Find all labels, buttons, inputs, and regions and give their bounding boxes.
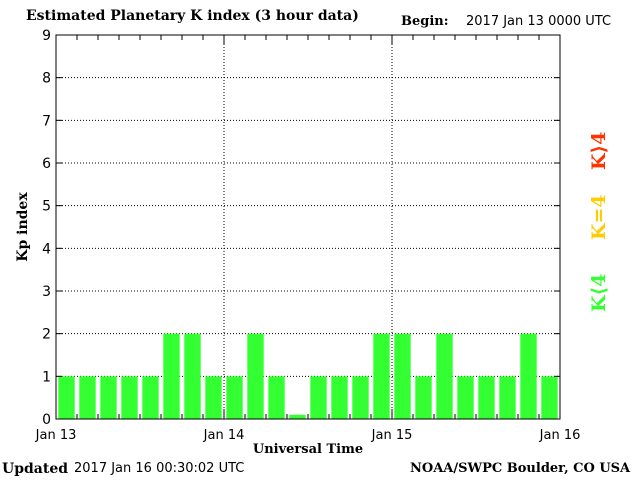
y-tick-label: 3 (42, 284, 51, 300)
kp-bar (436, 333, 453, 419)
y-tick-label: 7 (42, 113, 51, 129)
kp-bar (499, 376, 516, 419)
kp-bar (352, 376, 369, 419)
kp-bar (415, 376, 432, 419)
footer-updated-label: Updated (2, 461, 69, 477)
y-tick-label: 0 (42, 412, 51, 428)
y-tick-label: 8 (42, 71, 51, 87)
x-axis-label: Universal Time (253, 442, 363, 457)
kp-bar (79, 376, 96, 419)
x-tick-label: Jan 16 (539, 428, 581, 443)
kp-bar (268, 376, 285, 419)
kp-bar (541, 376, 558, 419)
kp-bar (373, 333, 390, 419)
kp-bar (520, 333, 537, 419)
y-tick-label: 4 (42, 241, 51, 257)
x-tick-label: Jan 15 (371, 428, 413, 443)
kp-bar (310, 376, 327, 419)
kp-bar (142, 376, 159, 419)
kp-bar (289, 414, 306, 419)
footer-credit: NOAA/SWPC Boulder, CO USA (410, 461, 631, 476)
x-tick-label: Jan 14 (203, 428, 245, 443)
footer-updated-value: 2017 Jan 16 00:30:02 UTC (74, 461, 245, 476)
x-tick-label: Jan 13 (35, 428, 77, 443)
kp-bar (58, 376, 75, 419)
chart-title: Estimated Planetary K index (3 hour data… (26, 8, 359, 24)
begin-label: Begin: (401, 14, 449, 29)
y-tick-label: 5 (42, 199, 51, 215)
kp-bar (100, 376, 117, 419)
kp-bar (226, 376, 243, 419)
kp-bar (205, 376, 222, 419)
y-tick-label: 2 (42, 327, 51, 343)
y-tick-label: 1 (42, 369, 51, 385)
y-axis-label: Kp index (15, 192, 31, 262)
kp-bar (184, 333, 201, 419)
kp-bar (163, 333, 180, 419)
kp-bar (457, 376, 474, 419)
legend-low: K⟨4 (588, 273, 610, 312)
legend-mid: K=4 (588, 194, 610, 240)
y-tick-label: 9 (42, 28, 51, 44)
y-tick-label: 6 (42, 156, 51, 172)
kp-bar (247, 333, 264, 419)
kp-bar (394, 333, 411, 419)
kp-bar (478, 376, 495, 419)
plot-frame (55, 34, 561, 420)
begin-value: 2017 Jan 13 0000 UTC (466, 14, 612, 29)
legend-high: K⟩4 (588, 131, 610, 170)
kp-bar (331, 376, 348, 419)
kp-bar (121, 376, 138, 419)
